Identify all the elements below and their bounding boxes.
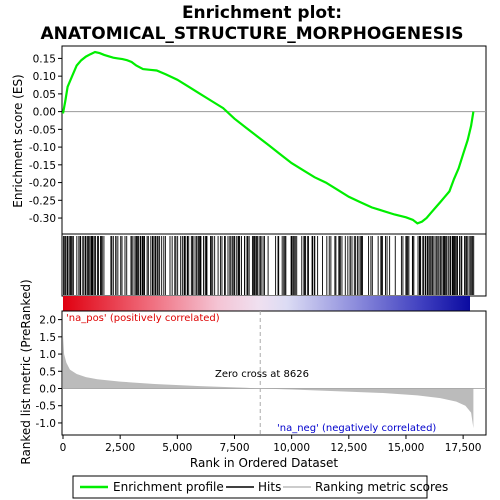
metric-y-tick-label: 0.5 (39, 366, 56, 378)
es-y-tick-label: 0.15 (33, 53, 56, 65)
metric-y-tick-label: 1.0 (39, 349, 56, 361)
es-y-tick-label: -0.05 (29, 124, 56, 136)
title-line-2: ANATOMICAL_STRUCTURE_MORPHOGENESIS (40, 24, 463, 44)
rank-color-bar (63, 296, 470, 311)
metric-y-tick-label: -0.5 (36, 401, 57, 413)
es-y-tick-label: 0.05 (33, 89, 56, 101)
x-tick-label: 10,000 (273, 442, 310, 454)
es-y-tick-label: -0.20 (29, 178, 56, 190)
neg-label: 'na_neg' (negatively correlated) (277, 423, 436, 434)
metric-y-tick-label: -1.0 (36, 418, 57, 430)
x-tick-label: 17,500 (445, 442, 482, 454)
x-tick-label: 12,500 (330, 442, 367, 454)
es-y-tick-label: 0.00 (33, 107, 56, 119)
enrichment-profile-line (61, 50, 475, 225)
es-y-tick-label: -0.30 (29, 213, 56, 225)
metric-y-tick-label: 2.0 (39, 315, 56, 327)
hits-frame (61, 233, 487, 297)
title-line-1: Enrichment plot: (182, 3, 342, 23)
metric-plot-frame (61, 310, 487, 436)
x-tick-label: 15,000 (388, 442, 425, 454)
x-axis-label: Rank in Ordered Dataset (190, 456, 338, 470)
es-y-tick-label: -0.25 (29, 195, 56, 207)
metric-y-ticks: 2.0 1.5 1.0 0.5 0.0 -0.5 -1.0 (36, 315, 62, 430)
x-ticks: 0 2,500 5,000 7,500 10,000 12,500 15,000 17,500 (60, 435, 482, 454)
metric-y-axis-label: Ranked list metric (PreRanked) (19, 279, 33, 464)
metric-y-tick-label: 1.5 (39, 332, 56, 344)
x-tick-label: 7,500 (219, 442, 249, 454)
zero-cross-label: Zero cross at 8626 (215, 369, 309, 380)
es-y-tick-label: -0.10 (29, 142, 56, 154)
x-tick-label: 0 (60, 442, 67, 454)
es-y-axis-label: Enrichment score (ES) (11, 74, 25, 207)
metric-panel: 2.0 1.5 1.0 0.5 0.0 -0.5 -1.0 'na_pos' (positi… (19, 279, 487, 465)
es-y-ticks: 0.15 0.10 0.05 0.00 -0.05 -0.10 -0.15 -0.20 -0.2… (29, 53, 62, 225)
es-plot-frame (61, 45, 487, 235)
x-tick-label: 5,000 (162, 442, 192, 454)
es-y-tick-label: 0.10 (33, 71, 56, 83)
es-y-tick-label: -0.15 (29, 160, 56, 172)
hits-panel (61, 233, 487, 297)
pos-label: 'na_pos' (positively correlated) (66, 313, 220, 324)
legend-metric-label: Ranking metric scores (315, 480, 448, 494)
hit-lines (63, 236, 475, 295)
legend: Enrichment profile Hits Ranking metric s… (72, 475, 448, 499)
es-panel: 0.15 0.10 0.05 0.00 -0.05 -0.10 -0.15 -0.20 -0.2… (11, 45, 487, 235)
x-tick-label: 2,500 (105, 442, 135, 454)
legend-hits-label: Hits (258, 480, 281, 494)
metric-y-tick-label: 0.0 (39, 384, 56, 396)
legend-enrichment-label: Enrichment profile (113, 480, 224, 494)
